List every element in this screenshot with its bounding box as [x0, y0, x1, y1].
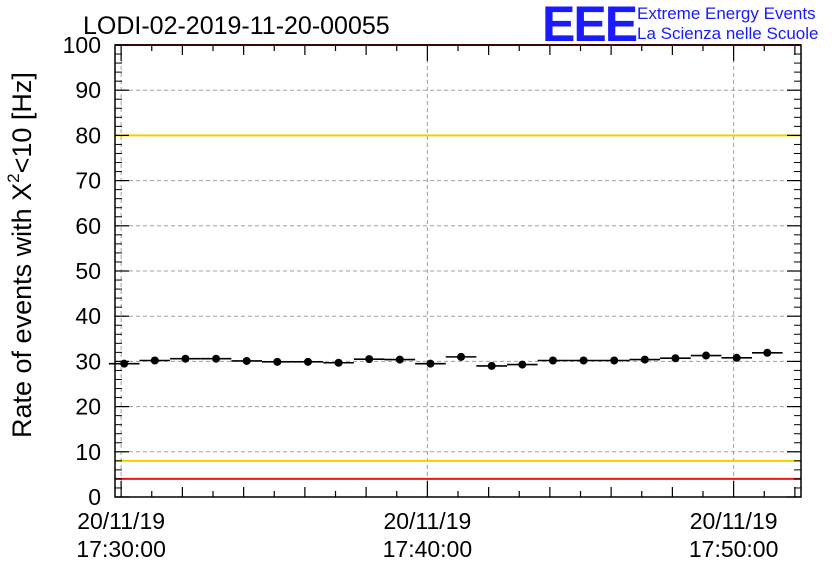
data-point	[273, 357, 282, 366]
data-point	[548, 356, 557, 365]
data-point	[702, 351, 711, 360]
data-point	[671, 354, 680, 363]
data-point	[640, 355, 649, 364]
y-tick-label: 100	[63, 32, 101, 58]
data-point	[150, 356, 159, 365]
y-tick-label: 60	[75, 213, 101, 239]
data-point	[120, 359, 129, 368]
y-tick-labels: 0 10 20 30 40 50 60 70 80 90 100	[63, 32, 101, 510]
x-tick-date: 20/11/19	[77, 508, 165, 534]
data-point	[303, 357, 312, 366]
eee-logo: EEE Extreme Energy Events La Scienza nel…	[542, 0, 818, 52]
x-tick-date: 20/11/19	[690, 508, 778, 534]
y-tick-label: 80	[75, 122, 101, 148]
data-point	[426, 359, 435, 368]
y-tick-label: 40	[75, 303, 101, 329]
data-point	[334, 358, 343, 367]
data-point	[763, 348, 772, 357]
y-tick-label: 10	[75, 439, 101, 465]
x-tick-date: 20/11/19	[383, 508, 471, 534]
data-point	[181, 354, 190, 363]
data-point	[457, 352, 466, 361]
y-tick-label: 30	[75, 348, 101, 374]
logo-line-2: La Scienza nelle Scuole	[637, 24, 818, 43]
grid-lines	[115, 45, 801, 497]
y-tick-label: 70	[75, 168, 101, 194]
y-axis-title-sup: 2	[4, 173, 23, 182]
x-tick-time: 17:30:00	[76, 536, 166, 562]
data-point	[242, 356, 251, 365]
data-point	[518, 360, 527, 369]
data-points	[108, 348, 783, 370]
y-tick-label: 50	[75, 258, 101, 284]
axis-ticks	[115, 44, 801, 498]
y-axis-title-main: Rate of events with X	[7, 183, 37, 438]
reference-lines	[115, 44, 801, 480]
data-point	[395, 355, 404, 364]
x-tick-time: 17:50:00	[689, 536, 779, 562]
logo-line-1: Extreme Energy Events	[637, 4, 816, 23]
x-tick-labels: 20/11/1917:30:0020/11/1917:40:0020/11/19…	[76, 508, 778, 562]
data-point	[212, 354, 221, 363]
y-axis-title-tail: <10 [Hz]	[7, 72, 37, 173]
y-tick-label: 0	[88, 484, 101, 510]
data-point	[365, 355, 374, 364]
chart-title: LODI-02-2019-11-20-00055	[83, 12, 390, 40]
data-point	[487, 361, 496, 370]
data-point	[732, 353, 741, 362]
data-point	[579, 356, 588, 365]
y-tick-label: 20	[75, 394, 101, 420]
y-axis-title: Rate of events with X2<10 [Hz]	[4, 72, 37, 438]
y-tick-label: 90	[75, 77, 101, 103]
data-point	[610, 356, 619, 365]
logo-mark: EEE	[542, 0, 637, 52]
x-tick-time: 17:40:00	[383, 536, 473, 562]
